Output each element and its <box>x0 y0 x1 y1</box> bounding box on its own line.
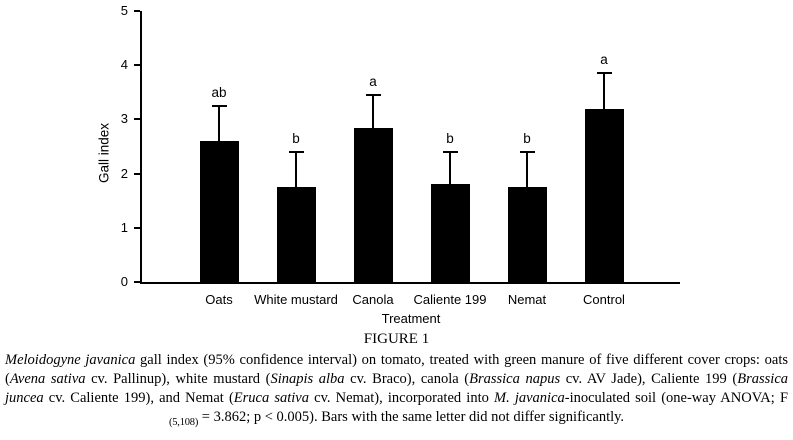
caption-text-segment: gall index (95% confidence interval) on … <box>5 352 788 387</box>
error-bar-line <box>295 151 297 188</box>
caption-text-segment: = 3.862; p < 0.005). Bars with the same … <box>198 409 625 425</box>
significance-letter: a <box>600 52 608 68</box>
y-axis-tick <box>134 226 140 229</box>
x-axis-tick-label: Oats <box>205 292 233 307</box>
x-axis-line <box>140 282 680 284</box>
bar <box>199 141 239 282</box>
error-bar-line <box>218 105 220 142</box>
bar-chart-figure: Gall index 0 1 2 3 4 5 ab Oats b White mustard a Ca… <box>97 3 680 326</box>
y-axis-tick-label: 1 <box>120 219 128 235</box>
significance-letter: ab <box>211 84 227 100</box>
caption-text-segment: M. javanica <box>493 390 565 406</box>
caption-text-segment: Brassica napus <box>469 371 561 387</box>
y-axis-tick <box>134 10 140 12</box>
y-axis-tick <box>134 64 140 67</box>
caption-text-segment: Sinapis alba <box>270 371 345 387</box>
error-bar-line <box>603 73 605 109</box>
figure-caption: FIGURE 1 Meloidogyne javanica gall index… <box>0 331 793 432</box>
x-axis-tick-label: Nemat <box>507 292 547 307</box>
error-bar-cap <box>442 150 458 153</box>
y-axis-tick <box>134 172 140 175</box>
error-bar-cap <box>519 150 535 153</box>
error-bar-cap <box>288 150 304 153</box>
error-bar-line <box>449 151 451 185</box>
x-axis-tick-label: Control <box>583 292 625 307</box>
y-axis-tick-label: 3 <box>120 111 128 127</box>
caption-text-segment: cv. AV Jade), Caliente 199 ( <box>560 371 738 387</box>
significance-letter: b <box>446 130 454 146</box>
error-bar-cap <box>365 94 381 96</box>
caption-text-segment: cv. Nemat), incorporated into <box>309 390 494 406</box>
error-bar-cap <box>596 72 612 75</box>
x-axis-tick-label: Caliente 199 <box>413 292 487 307</box>
significance-letter: a <box>369 74 377 89</box>
caption-text-segment: Meloidogyne javanica <box>5 352 136 368</box>
y-axis-tick-label: 5 <box>120 3 128 18</box>
error-bar-line <box>526 151 528 188</box>
y-axis-tick-label: 0 <box>120 274 128 289</box>
x-axis-tick-label: Canola <box>352 292 394 307</box>
y-axis-tick-label: 4 <box>120 57 128 73</box>
caption-text-segment: Avena sativa <box>9 371 86 387</box>
bar <box>507 187 547 282</box>
caption-text-segment: -inoculated soil (one-way ANOVA; F <box>564 390 789 406</box>
bar <box>353 127 393 282</box>
x-axis-title: Treatment <box>381 311 441 326</box>
y-axis-tick-label: 2 <box>120 165 128 181</box>
bar <box>430 184 470 282</box>
bar <box>584 108 624 282</box>
error-bar-line <box>372 95 374 128</box>
caption-text-segment: cv. Braco), canola ( <box>344 371 470 387</box>
y-axis-tick <box>134 281 140 283</box>
caption-subscript: (5,108) <box>168 417 199 428</box>
figure-caption-text: Meloidogyne javanica gall index (95% con… <box>0 351 793 432</box>
significance-letter: b <box>292 130 300 146</box>
y-axis-line <box>140 11 142 284</box>
error-bar-cap <box>211 104 227 107</box>
significance-letter: b <box>523 130 531 146</box>
y-axis-tick <box>134 118 140 121</box>
caption-text-segment: Eruca sativa <box>233 390 309 406</box>
caption-text-segment: Brassica juncea <box>5 371 788 406</box>
bar <box>276 187 316 282</box>
x-axis-tick-label: White mustard <box>254 292 338 307</box>
caption-text-segment: cv. Caliente 199), and Nemat ( <box>43 390 234 406</box>
figure-number: FIGURE 1 <box>363 331 430 347</box>
caption-text-segment: cv. Pallinup), white mustard ( <box>85 371 271 387</box>
